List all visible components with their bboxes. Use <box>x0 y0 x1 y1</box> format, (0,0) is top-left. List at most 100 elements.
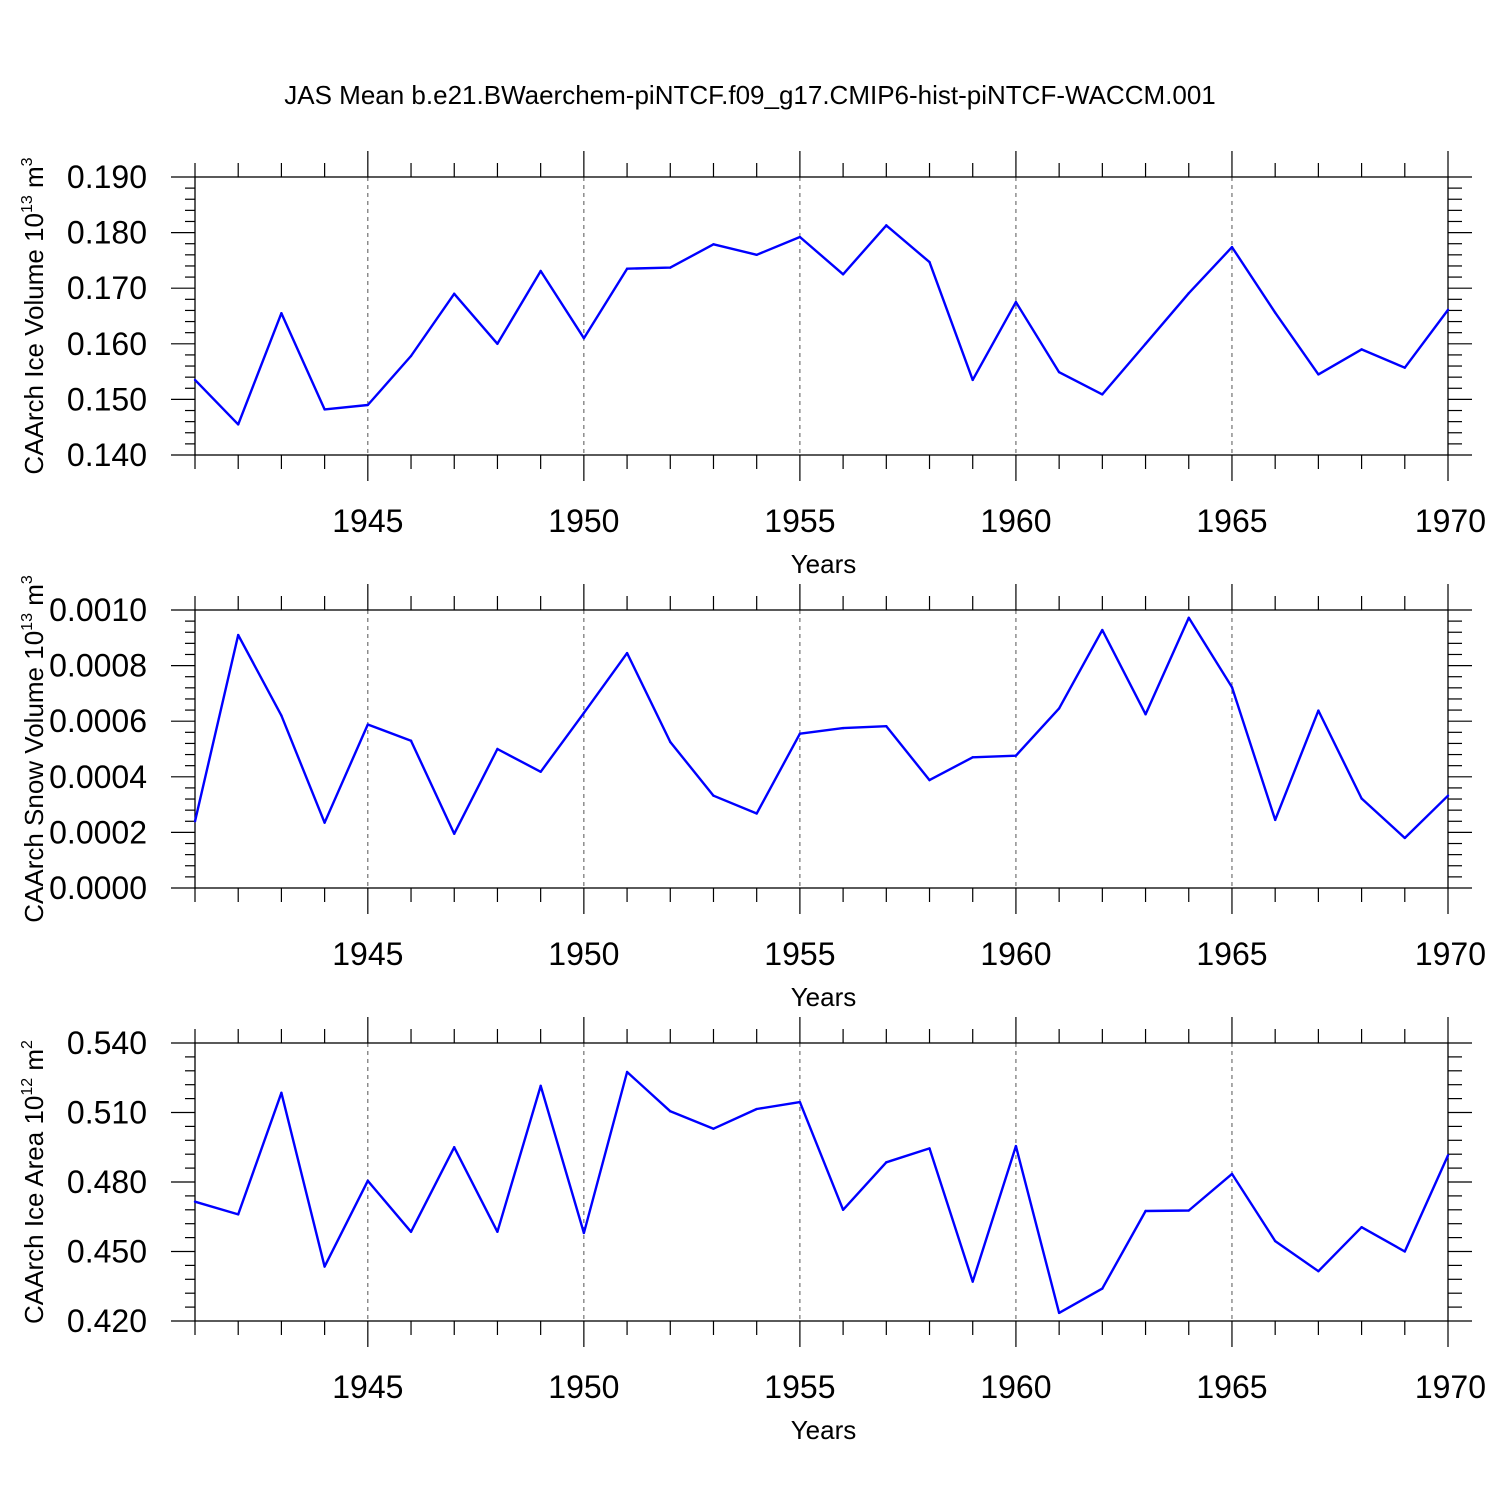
data-point <box>712 243 715 246</box>
data-point <box>1403 366 1406 369</box>
data-point <box>971 378 974 382</box>
x-tick-label: 1970 <box>1415 936 1486 972</box>
data-point <box>1403 1250 1406 1253</box>
x-tick-label: 1960 <box>980 503 1051 539</box>
data-point <box>1057 370 1061 374</box>
y-tick-label: 0.0000 <box>49 870 147 906</box>
y-tick-label: 0.0004 <box>49 759 147 795</box>
data-point <box>1014 300 1018 304</box>
data-point <box>1230 245 1234 249</box>
data-point <box>1144 713 1147 716</box>
data-point <box>841 1208 845 1212</box>
y-tick-label: 0.170 <box>67 270 147 306</box>
data-point <box>1101 628 1104 632</box>
data-point <box>453 1146 456 1149</box>
data-point <box>496 747 499 751</box>
data-point <box>496 342 499 345</box>
y-tick-label: 0.150 <box>67 381 147 417</box>
data-point <box>1273 311 1277 314</box>
data-point <box>409 739 413 742</box>
data-point <box>280 714 283 717</box>
series-line <box>193 616 1449 840</box>
data-point <box>237 1213 240 1216</box>
data-point <box>1014 1144 1018 1148</box>
chart-panel-3: 0.420 0.450 0.480 0.510 0.540 1945 1950 1955 196… <box>19 1017 1486 1445</box>
data-point <box>755 812 758 815</box>
data-point <box>582 711 586 715</box>
y-tick-label: 0.180 <box>67 215 147 251</box>
data-point <box>323 408 326 411</box>
x-tick-label: 1965 <box>1196 503 1267 539</box>
data-point <box>755 1107 758 1111</box>
data-point <box>841 273 845 276</box>
y-tick-label: 0.160 <box>67 326 147 362</box>
x-axis-label: Years <box>791 549 857 579</box>
data-point <box>1057 1311 1061 1315</box>
data-point <box>1360 797 1363 800</box>
data-point <box>1360 1225 1363 1229</box>
data-point <box>798 1100 802 1104</box>
data-point <box>1317 709 1320 712</box>
data-point <box>669 740 672 744</box>
chart-panel-2: 0.0000 0.0002 0.0004 0.0006 0.0008 0.0010 1945… <box>19 575 1486 1012</box>
data-point <box>1317 373 1320 376</box>
data-point <box>971 1280 974 1283</box>
data-point <box>453 292 456 295</box>
data-point <box>582 1231 586 1235</box>
data-point <box>669 266 672 269</box>
data-point <box>1101 393 1104 396</box>
x-tick-label: 1960 <box>980 936 1051 972</box>
figure-title: JAS Mean b.e21.BWaerchem-piNTCF.f09_g17.… <box>284 80 1215 110</box>
data-point <box>280 312 283 315</box>
data-point <box>1187 292 1190 295</box>
data-point <box>539 269 542 273</box>
x-tick-label: 1945 <box>332 503 403 539</box>
data-point <box>885 224 888 227</box>
x-tick-label: 1945 <box>332 1369 403 1405</box>
x-axis-label: Years <box>791 982 857 1012</box>
data-point <box>928 260 931 264</box>
data-point <box>1403 836 1406 840</box>
x-tick-label: 1965 <box>1196 1369 1267 1405</box>
y-tick-label: 0.0008 <box>49 648 147 684</box>
y-axis-label: CAArch Ice Volume 1013 m3 <box>19 157 49 474</box>
data-point <box>1446 1154 1450 1157</box>
data-point <box>1446 308 1450 312</box>
data-point <box>1273 1239 1277 1243</box>
x-tick-label: 1960 <box>980 1369 1051 1405</box>
y-tick-label: 0.510 <box>67 1095 147 1131</box>
x-tick-label: 1955 <box>764 936 835 972</box>
data-point <box>323 1265 326 1268</box>
data-point <box>798 732 802 735</box>
y-tick-label: 0.140 <box>67 437 147 473</box>
data-point <box>712 1127 715 1130</box>
data-point <box>280 1091 283 1095</box>
data-point <box>237 633 240 637</box>
plot-frame <box>194 609 1449 889</box>
data-point <box>193 820 197 823</box>
data-point <box>1230 686 1234 689</box>
x-tick-label: 1970 <box>1415 1369 1486 1405</box>
data-point <box>1273 818 1277 822</box>
data-point <box>1317 1269 1320 1273</box>
data-point <box>496 1230 499 1234</box>
data-point <box>1187 1209 1190 1212</box>
data-point <box>712 794 715 797</box>
y-axis-label: CAArch Snow Volume 1013 m3 <box>19 575 49 923</box>
data-point <box>237 423 240 426</box>
data-point <box>1144 342 1147 345</box>
data-point <box>841 726 845 730</box>
x-tick-label: 1965 <box>1196 936 1267 972</box>
x-tick-label: 1950 <box>548 503 619 539</box>
data-point <box>453 832 456 835</box>
y-axis-label: CAArch Ice Area 1012 m2 <box>19 1040 49 1324</box>
data-point <box>539 1084 542 1088</box>
data-point <box>625 1070 629 1074</box>
data-point <box>1144 1209 1147 1213</box>
plot-frame <box>194 1042 1449 1322</box>
data-point <box>928 778 931 782</box>
data-point <box>1101 1287 1104 1290</box>
data-point <box>755 253 758 257</box>
x-tick-label: 1955 <box>764 503 835 539</box>
